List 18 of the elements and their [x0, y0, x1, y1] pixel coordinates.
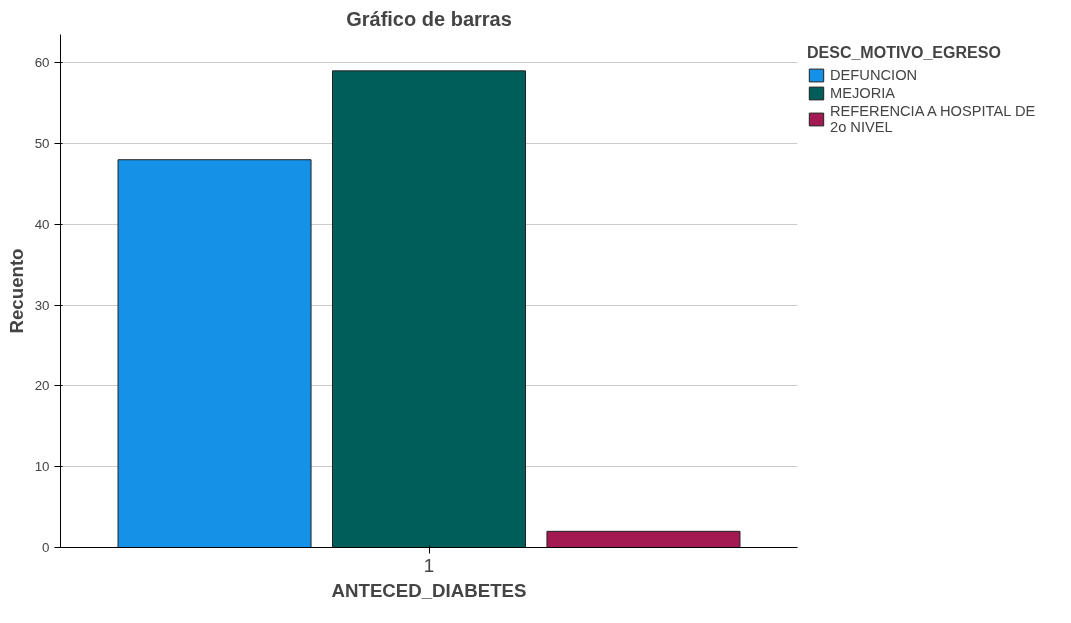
legend-label: REFERENCIA A HOSPITAL DE 2o NIVEL: [830, 103, 1036, 135]
bar: [331, 70, 527, 548]
chart-title: Gráfico de barras: [346, 7, 512, 30]
y-axis-title: Recuento: [5, 248, 27, 334]
y-tick-label: 10: [34, 459, 50, 475]
bar: [117, 159, 312, 548]
x-axis-title: ANTECED_DIABETES: [331, 579, 527, 601]
legend-title: DESC_MOTIVO_EGRESO: [807, 44, 1002, 62]
legend-label: DEFUNCION: [830, 67, 918, 83]
y-tick-label: 60: [34, 55, 50, 71]
y-tick-label: 30: [34, 297, 50, 313]
legend-label: MEJORIA: [830, 85, 896, 101]
y-tick-label: 40: [34, 216, 50, 232]
x-tick-label: 1: [423, 554, 435, 576]
y-tick-label: 20: [34, 378, 50, 394]
y-tick-label: 0: [42, 540, 50, 555]
bar: [546, 530, 741, 548]
y-tick-label: 50: [34, 136, 50, 152]
